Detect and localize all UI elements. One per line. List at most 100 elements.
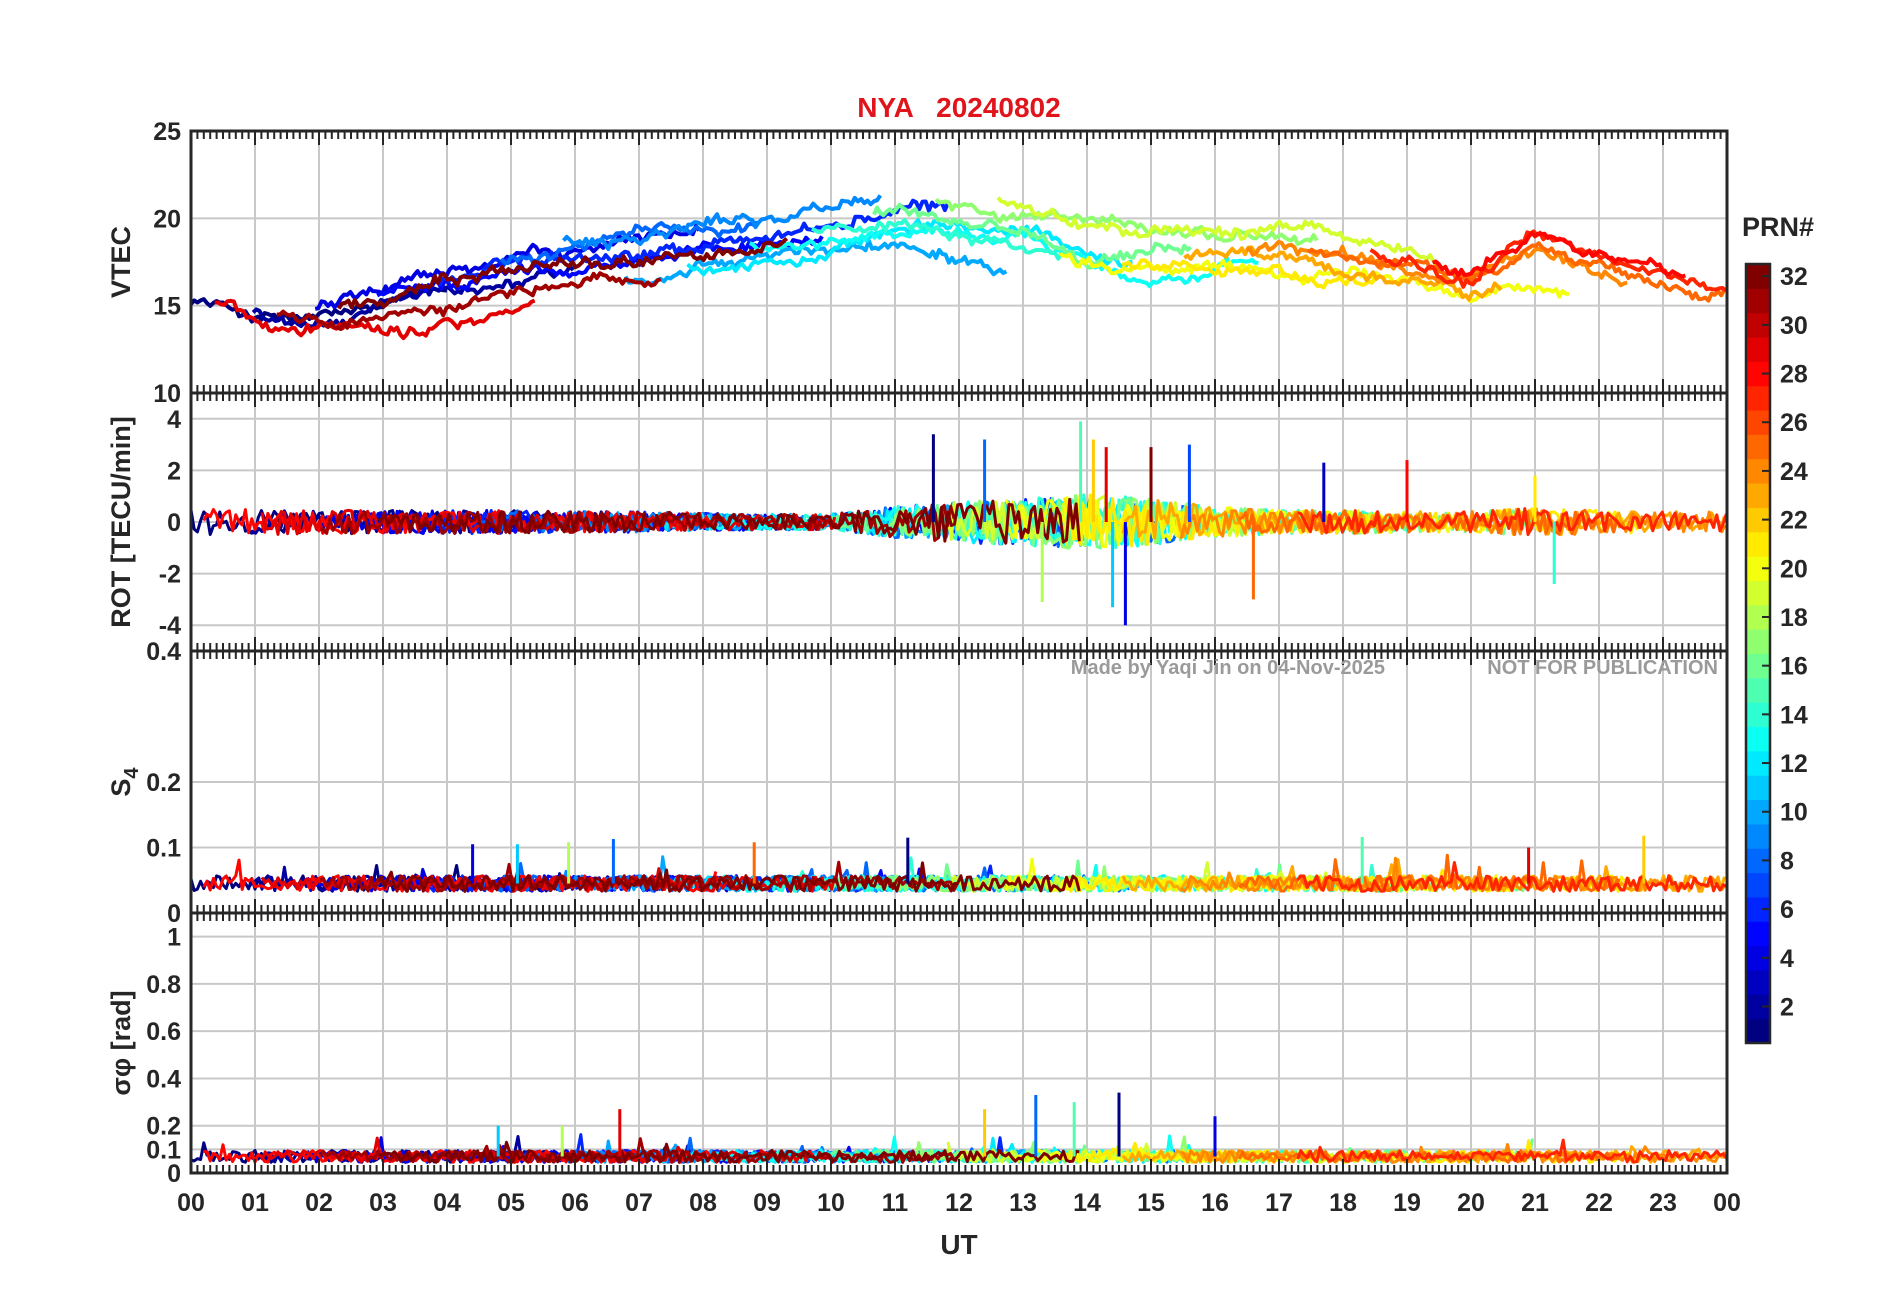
series-line-prn-4 — [314, 224, 701, 311]
x-tick-label: 07 — [625, 1189, 653, 1217]
panel-rot: -4 -2 0 2 4 ROT [TECU/min] — [106, 391, 1729, 653]
x-tick-label: 00 — [1713, 1189, 1741, 1217]
y-tick-label: 0 — [167, 509, 181, 537]
y-tick-label: 0 — [167, 900, 181, 928]
x-tick-label: 21 — [1521, 1189, 1549, 1217]
colorbar-tick-label: 12 — [1780, 750, 1808, 778]
x-tick-label: 18 — [1329, 1189, 1357, 1217]
series-line-prn-25 — [1307, 241, 1727, 303]
series-line-prn-31 — [276, 271, 662, 331]
colorbar-segment — [1746, 969, 1770, 995]
colorbar-tick-label: 10 — [1780, 799, 1808, 827]
series-line-prn-32 — [337, 236, 789, 310]
series-group — [191, 421, 1727, 626]
panel-vtec: 10 15 20 25 VTEC — [106, 118, 1729, 408]
colorbar-segment — [1746, 580, 1770, 606]
x-tick-label: 16 — [1201, 1189, 1229, 1217]
colorbar-tick-label: 28 — [1780, 361, 1808, 389]
series-line-prn-9 — [561, 194, 882, 252]
x-tick-label: 08 — [689, 1189, 717, 1217]
colorbar-segment — [1746, 1018, 1770, 1044]
y-tick-label: 0 — [167, 1160, 181, 1188]
series-line-prn-28 — [1431, 230, 1686, 279]
colorbar-segment — [1746, 629, 1770, 654]
colorbar-segment — [1746, 872, 1770, 898]
y-tick-label: 4 — [167, 406, 181, 434]
colorbar-tick-label: 8 — [1780, 847, 1794, 875]
colorbar-segment — [1746, 434, 1770, 460]
colorbar-tick-label: 26 — [1780, 409, 1808, 437]
x-tick-label: 06 — [561, 1189, 589, 1217]
x-tick-label: 15 — [1137, 1189, 1165, 1217]
colorbar-tick-label: 32 — [1780, 263, 1808, 291]
series-group — [191, 835, 1727, 893]
y-tick-label: 1 — [167, 924, 181, 952]
y-tick-label: 25 — [153, 118, 181, 146]
colorbar-segment — [1746, 288, 1770, 314]
colorbar-tick-label: 16 — [1780, 653, 1808, 681]
series-line-prn-16 — [872, 202, 1192, 270]
series-line-prn-32 — [377, 861, 1081, 893]
y-tick-label: 15 — [153, 293, 181, 321]
series-line-prn-31 — [319, 503, 959, 542]
x-tick-label: 12 — [945, 1189, 973, 1217]
x-tick-label: 20 — [1457, 1189, 1485, 1217]
colorbar-segment — [1746, 823, 1770, 849]
colorbar-tick-label: 18 — [1780, 604, 1808, 632]
watermark-author: Made by Yaqi Jin on 04-Nov-2025 — [1071, 657, 1385, 679]
panel-sigma_phi: 00.10.2 0.4 0.6 0.8 1 σφ [rad] — [106, 911, 1729, 1188]
series-line-prn-27 — [1296, 1138, 1727, 1164]
series-line-prn-29 — [214, 298, 536, 341]
colorbar-tick-label: 4 — [1780, 945, 1794, 973]
x-tick-label: 00 — [177, 1189, 205, 1217]
colorbar-tick-label: 24 — [1780, 458, 1808, 486]
y-tick-label: 0.6 — [146, 1018, 181, 1046]
x-tick-label: 04 — [433, 1189, 461, 1217]
x-tick-label: 17 — [1265, 1189, 1293, 1217]
colorbar-box — [1744, 262, 1772, 1045]
series-line-prn-24 — [1179, 507, 1727, 540]
y-tick-label: 0.4 — [146, 638, 181, 666]
colorbar-segment — [1746, 775, 1770, 801]
series-line-prn-25 — [1238, 508, 1622, 537]
series-line-prn-17 — [934, 197, 1319, 246]
x-tick-label: 19 — [1393, 1189, 1421, 1217]
figure-title: NYA 20240802 — [857, 92, 1060, 123]
series-line-prn-27 — [1296, 861, 1727, 893]
x-tick-label: 01 — [241, 1189, 269, 1217]
colorbar-tick-label: 22 — [1780, 507, 1808, 535]
colorbar-segment — [1746, 483, 1770, 508]
y-tick-label: -2 — [159, 561, 181, 589]
colorbar-segment — [1746, 531, 1770, 557]
y-tick-label: 0.8 — [146, 971, 181, 999]
x-tick-label: 11 — [882, 1189, 909, 1217]
y-tick-label: 0.2 — [146, 769, 181, 797]
y-tick-label: 20 — [153, 205, 181, 233]
colorbar-title: PRN# — [1742, 212, 1814, 242]
colorbar-segment — [1746, 337, 1770, 362]
colorbar-segment — [1746, 677, 1770, 703]
x-tick-label: 13 — [1009, 1189, 1037, 1217]
series-line-prn-14 — [811, 218, 1066, 261]
x-tick-label: 05 — [497, 1189, 525, 1217]
series-line-prn-25 — [1237, 1149, 1621, 1164]
colorbar-tick-label: 14 — [1780, 701, 1808, 729]
series-line-prn-32 — [377, 1140, 1080, 1164]
y-tick-label: 0.1 — [146, 1136, 181, 1164]
colorbar-segment — [1746, 921, 1770, 947]
y-tick-label: 0.2 — [146, 1113, 181, 1141]
colorbar-tick-label: 6 — [1780, 896, 1794, 924]
colorbar-segment — [1746, 385, 1770, 411]
series-line-prn-8 — [499, 220, 759, 266]
x-tick-label: 14 — [1073, 1189, 1101, 1217]
x-tick-label: 22 — [1585, 1189, 1613, 1217]
series-line-prn-32 — [377, 497, 1081, 545]
y-tick-label: 0.1 — [146, 835, 181, 863]
y-axis-label-vtec: VTEC — [106, 226, 136, 298]
colorbar-tick-label: 30 — [1780, 312, 1808, 340]
colorbar-tick-label: 20 — [1780, 555, 1808, 583]
y-axis-label-sigma_phi: σφ [rad] — [106, 990, 136, 1095]
